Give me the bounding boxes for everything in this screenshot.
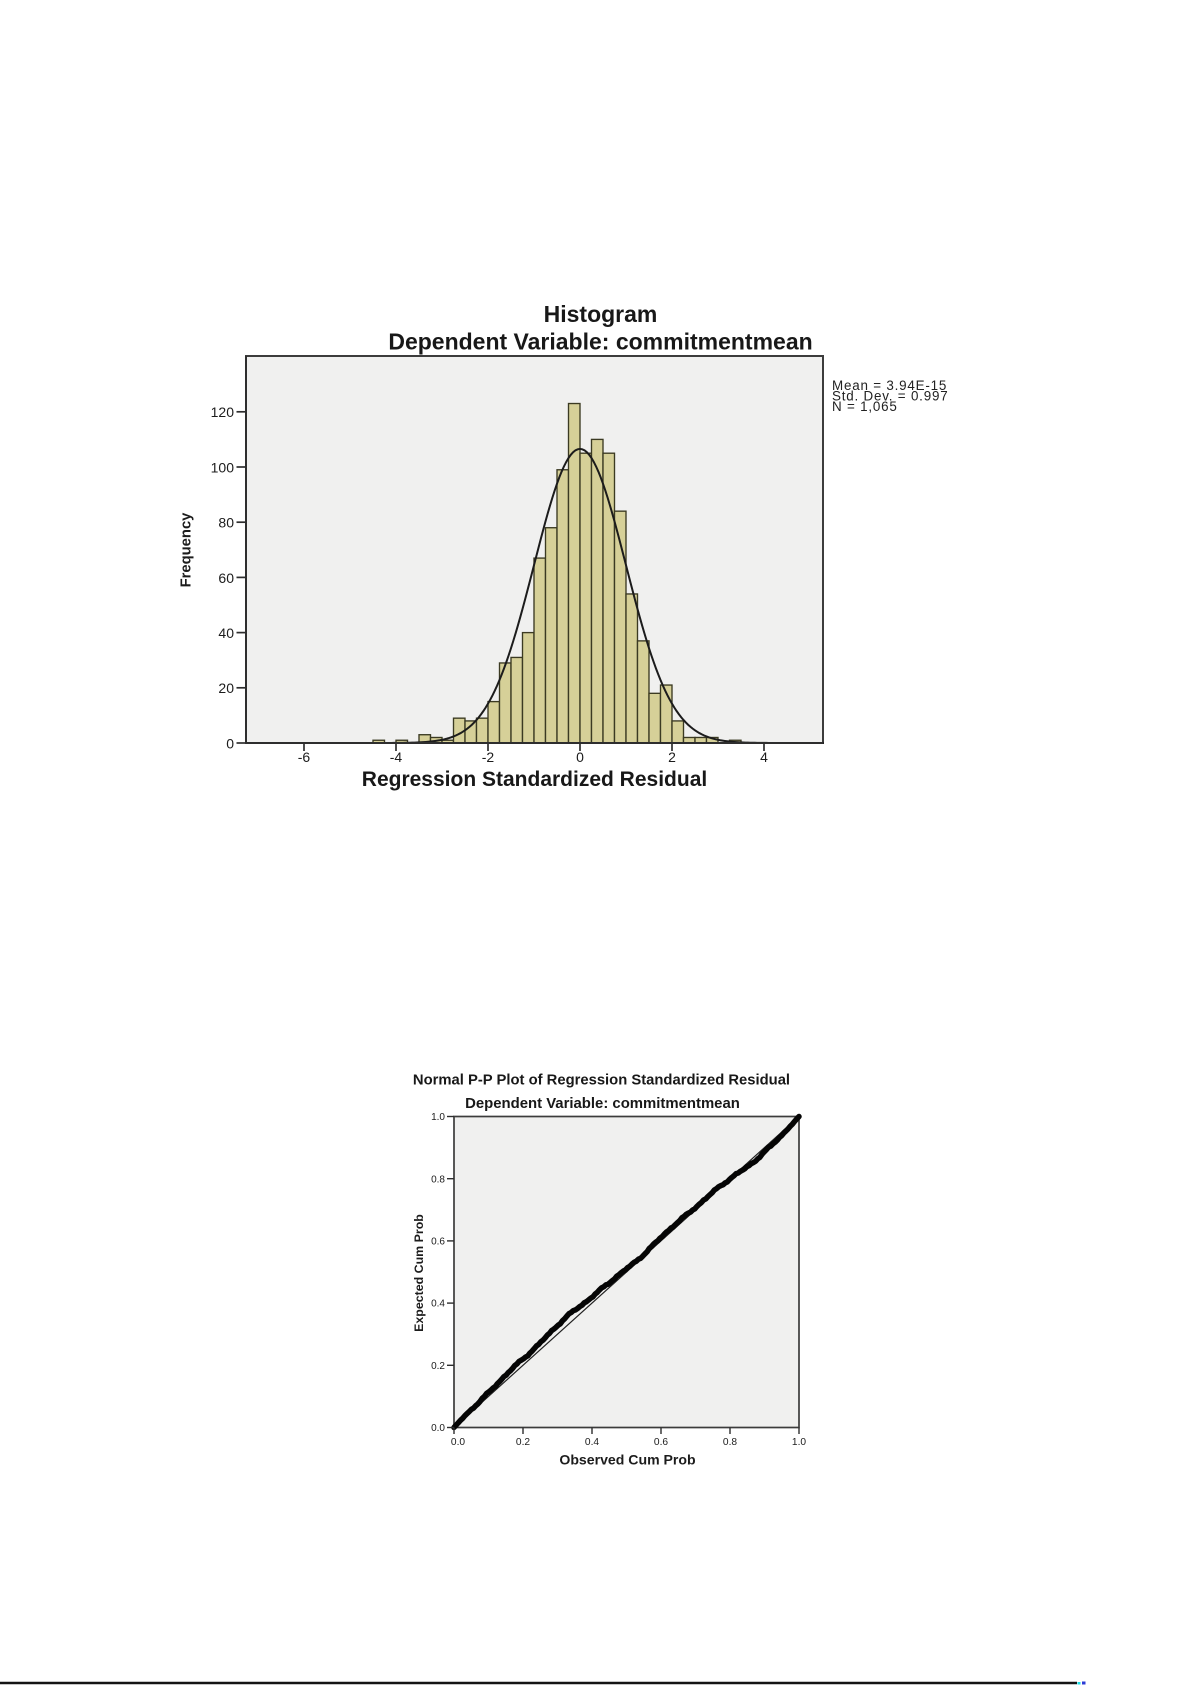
svg-text:0.8: 0.8 xyxy=(723,1437,737,1448)
svg-text:0: 0 xyxy=(226,735,234,751)
svg-text:80: 80 xyxy=(218,515,234,531)
svg-text:N = 1,065: N = 1,065 xyxy=(832,399,898,414)
svg-text:100: 100 xyxy=(211,459,235,475)
svg-text:Dependent Variable: commitment: Dependent Variable: commitmentmean xyxy=(465,1096,740,1112)
svg-text:0.6: 0.6 xyxy=(654,1437,668,1448)
svg-text:Mean = 3.94E-15: Mean = 3.94E-15 xyxy=(832,378,947,393)
svg-text:0.6: 0.6 xyxy=(431,1237,445,1248)
svg-text:-6: -6 xyxy=(298,749,311,765)
svg-text:Frequency: Frequency xyxy=(179,512,195,588)
svg-text:0.2: 0.2 xyxy=(431,1361,445,1372)
svg-text:0.2: 0.2 xyxy=(516,1437,530,1448)
svg-text:Normal P-P Plot of Regression: Normal P-P Plot of Regression Standardiz… xyxy=(413,1073,790,1089)
svg-text:Expected Cum Prob: Expected Cum Prob xyxy=(412,1214,426,1332)
svg-text:Histogram: Histogram xyxy=(544,301,658,327)
svg-text:0.4: 0.4 xyxy=(431,1299,445,1310)
svg-text:0.4: 0.4 xyxy=(585,1437,599,1448)
svg-text:-4: -4 xyxy=(390,749,403,765)
svg-text:4: 4 xyxy=(760,749,768,765)
svg-text:Dependent Variable: commitment: Dependent Variable: commitmentmean xyxy=(388,329,812,355)
svg-text:1.0: 1.0 xyxy=(792,1437,806,1448)
svg-text:60: 60 xyxy=(218,570,234,586)
svg-text:0.8: 0.8 xyxy=(431,1174,445,1185)
svg-text:0: 0 xyxy=(576,749,584,765)
svg-text:-2: -2 xyxy=(482,749,495,765)
svg-text:20: 20 xyxy=(218,680,234,696)
svg-text:1.0: 1.0 xyxy=(431,1112,445,1123)
svg-text:Observed Cum Prob: Observed Cum Prob xyxy=(559,1452,696,1468)
svg-text:40: 40 xyxy=(218,625,234,641)
svg-text:Regression Standardized Residu: Regression Standardized Residual xyxy=(362,768,707,791)
svg-text:Std. Dev. = 0.997: Std. Dev. = 0.997 xyxy=(832,389,948,404)
svg-text:2: 2 xyxy=(668,749,676,765)
svg-text:0.0: 0.0 xyxy=(451,1437,465,1448)
svg-text:0.0: 0.0 xyxy=(431,1423,445,1434)
svg-text:120: 120 xyxy=(211,404,235,420)
